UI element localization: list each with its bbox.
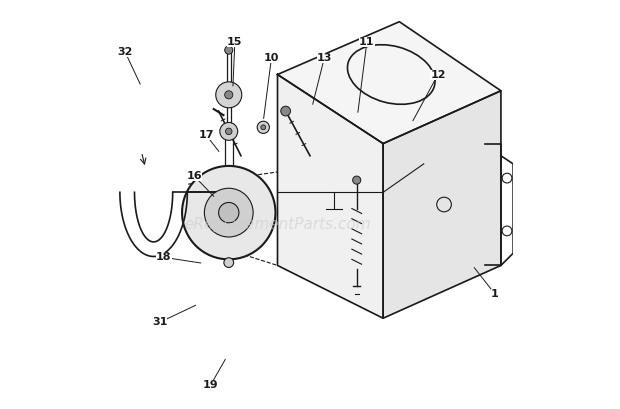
- Text: 32: 32: [117, 47, 133, 57]
- Circle shape: [224, 46, 233, 54]
- Text: 15: 15: [227, 37, 242, 47]
- Circle shape: [205, 188, 253, 237]
- Circle shape: [224, 258, 234, 267]
- Circle shape: [224, 91, 233, 99]
- Text: 19: 19: [203, 380, 218, 390]
- Circle shape: [216, 82, 242, 108]
- Circle shape: [219, 202, 239, 223]
- Circle shape: [281, 106, 291, 116]
- Text: 1: 1: [491, 289, 498, 299]
- Circle shape: [182, 166, 275, 259]
- Text: 18: 18: [156, 252, 172, 262]
- Polygon shape: [278, 74, 383, 318]
- Text: eReplacementParts.com: eReplacementParts.com: [184, 217, 371, 232]
- Polygon shape: [383, 91, 501, 318]
- Text: 17: 17: [198, 130, 214, 140]
- Text: 11: 11: [359, 37, 374, 47]
- Circle shape: [257, 121, 269, 133]
- Text: 13: 13: [317, 53, 332, 63]
- Text: 31: 31: [152, 317, 167, 327]
- Text: 10: 10: [264, 53, 279, 63]
- Circle shape: [353, 176, 361, 184]
- Circle shape: [226, 128, 232, 135]
- Text: 16: 16: [187, 171, 202, 181]
- Circle shape: [261, 125, 266, 130]
- Polygon shape: [278, 22, 501, 144]
- Text: 12: 12: [430, 70, 446, 79]
- Circle shape: [220, 122, 237, 140]
